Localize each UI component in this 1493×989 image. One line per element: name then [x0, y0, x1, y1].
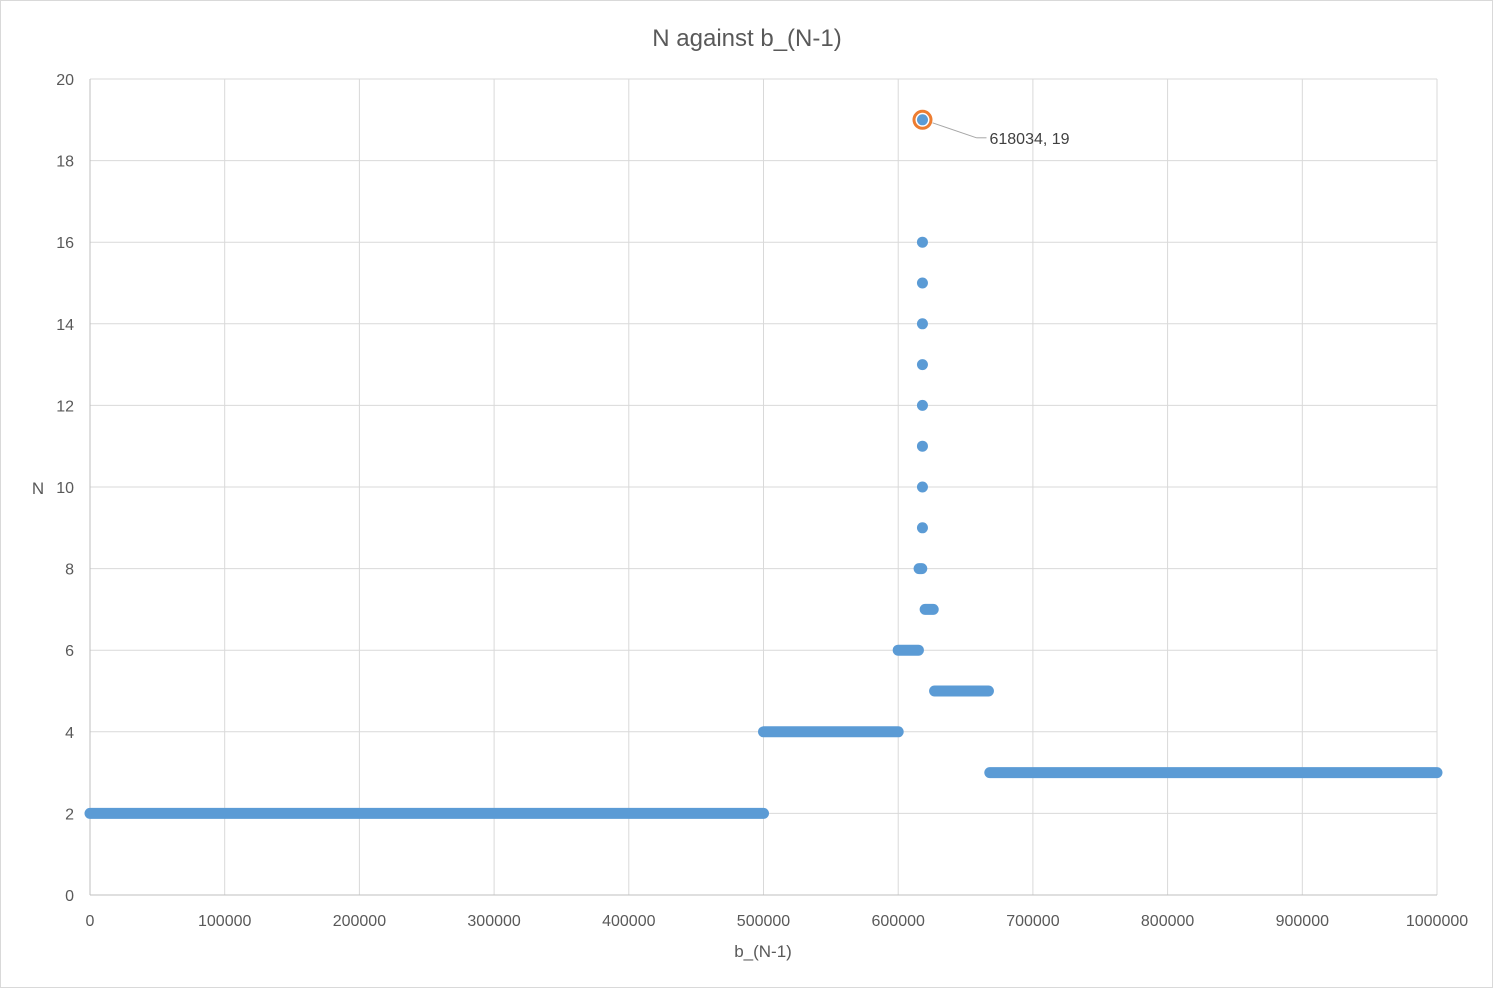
y-tick-label: 8	[65, 562, 74, 579]
highlighted-data-point	[916, 114, 928, 126]
x-tick-label: 400000	[602, 913, 655, 930]
data-point	[916, 481, 928, 493]
x-tick-label: 100000	[198, 913, 251, 930]
x-tick-label: 0	[86, 913, 95, 930]
y-tick-label: 20	[56, 72, 74, 89]
data-points: 618034, 19	[84, 109, 1443, 819]
x-tick-label: 500000	[737, 913, 790, 930]
y-tick-label: 2	[65, 806, 74, 823]
highlight-ring	[912, 109, 933, 130]
x-tick-label: 200000	[333, 913, 386, 930]
chart-title: N against b_(N-1)	[652, 25, 841, 52]
y-tick-label: 6	[65, 643, 74, 660]
y-tick-label: 16	[56, 235, 74, 252]
x-axis-title: b_(N-1)	[734, 942, 792, 961]
x-tick-label: 1000000	[1406, 913, 1468, 930]
y-tick-label: 14	[56, 317, 74, 334]
data-point	[916, 236, 928, 248]
x-tick-label: 800000	[1141, 913, 1194, 930]
y-tick-label: 12	[56, 398, 74, 415]
data-point	[916, 440, 928, 452]
y-tick-label: 4	[65, 725, 74, 742]
data-point	[916, 399, 928, 411]
axes	[89, 79, 1437, 896]
annotation-leader-line	[932, 122, 977, 139]
x-tick-label: 300000	[467, 913, 520, 930]
tick-labels: 0 100000 200000 300000 400000 500000 600000 700…	[56, 72, 1468, 930]
y-tick-label: 0	[65, 888, 74, 905]
x-tick-label: 900000	[1276, 913, 1329, 930]
data-point	[916, 277, 928, 289]
y-tick-label: 18	[56, 154, 74, 171]
gridlines	[90, 78, 1438, 895]
y-tick-label: 10	[56, 480, 74, 497]
data-label: 618034, 19	[989, 131, 1069, 148]
data-point	[916, 359, 928, 371]
x-tick-label: 700000	[1006, 913, 1059, 930]
data-point	[916, 318, 928, 330]
x-tick-label: 600000	[872, 913, 925, 930]
y-axis-title: N	[32, 479, 44, 498]
data-point	[916, 522, 928, 534]
